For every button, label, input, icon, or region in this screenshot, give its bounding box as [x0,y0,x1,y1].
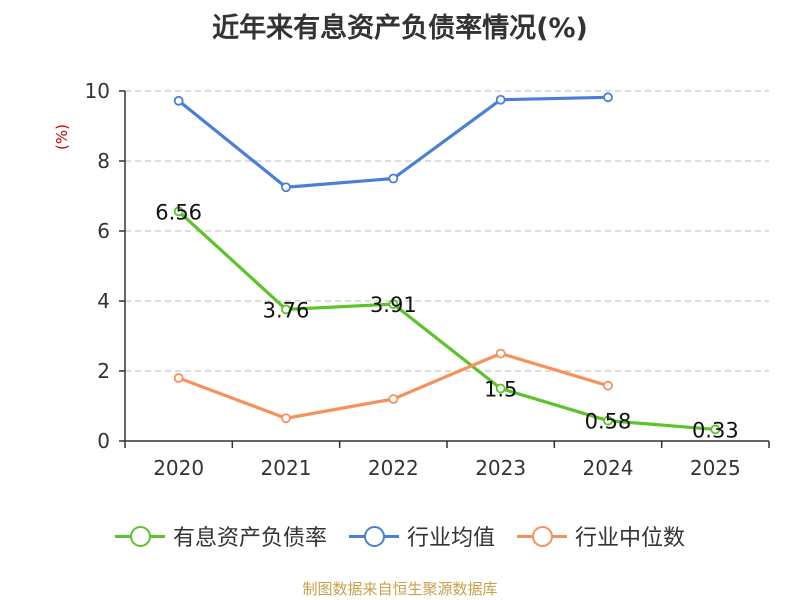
data-label: 6.56 [155,200,202,224]
chart-legend: 有息资产负债率 行业均值 行业中位数 [0,520,800,552]
data-point [603,380,613,391]
data-point [495,94,506,105]
x-tick-label: 2022 [368,456,419,480]
x-tick-label: 2021 [261,456,312,480]
data-point [173,95,184,106]
data-point [388,394,399,404]
data-point [710,424,721,435]
data-label: 0.58 [585,410,632,434]
y-tick-label: 6 [97,219,110,243]
chart-title: 近年来有息资产负债率情况(%) [212,13,588,44]
legend-label: 行业中位数 [575,526,686,551]
data-point [603,92,613,103]
data-point [388,173,399,184]
data-point [281,413,291,424]
legend-label: 有息资产负债率 [172,526,327,551]
data-label: 1.5 [484,378,517,402]
data-point [173,373,184,383]
legend-swatch [114,526,165,547]
data-point [388,299,399,310]
data-point [281,182,291,193]
data-label: 3.76 [263,298,310,322]
legend-label: 行业均值 [406,526,495,551]
x-tick-label: 2024 [583,456,634,480]
data-point [603,415,613,426]
x-tick-label: 2025 [690,456,741,480]
legend-swatch [348,526,399,547]
data-point [495,348,506,359]
y-tick-label: 2 [97,359,110,383]
x-tick-label: 2023 [475,456,526,480]
legend-item-industry-median[interactable]: 行业中位数 [517,520,685,552]
legend-item-interest-debt-ratio[interactable]: 有息资产负债率 [114,520,327,552]
legend-item-industry-average[interactable]: 行业均值 [348,520,495,552]
data-label: 3.91 [370,293,417,317]
data-point [173,206,184,217]
series-line-0 [177,210,716,432]
series-line-2 [178,351,609,420]
data-label: 0.33 [692,418,739,442]
data-point [495,383,506,394]
y-tick-label: 0 [97,429,110,453]
data-point [281,304,291,315]
y-tick-label: 10 [85,79,110,103]
y-tick-label: 4 [97,289,110,313]
x-tick-label: 2020 [153,456,204,480]
y-tick-label: 8 [97,149,110,173]
data-source-note: 制图数据来自恒生聚源数据库 [302,580,498,598]
legend-swatch [517,526,567,547]
